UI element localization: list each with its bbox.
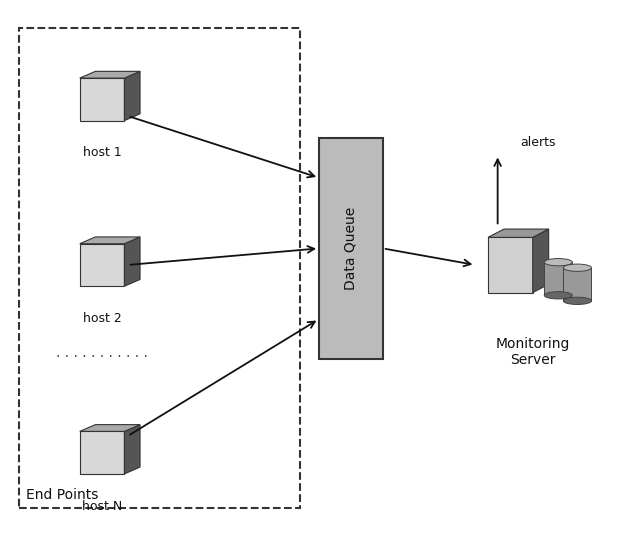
Ellipse shape: [544, 258, 572, 266]
Polygon shape: [124, 237, 140, 286]
Text: . . . . . . . . . . .: . . . . . . . . . . .: [56, 346, 148, 360]
Bar: [319, 138, 383, 359]
Polygon shape: [80, 78, 124, 121]
Ellipse shape: [563, 264, 591, 272]
Text: Monitoring
Server: Monitoring Server: [496, 337, 570, 367]
Text: host 2: host 2: [83, 312, 121, 325]
Polygon shape: [80, 244, 124, 286]
Text: host N: host N: [82, 500, 122, 513]
Polygon shape: [80, 71, 140, 78]
Text: alerts: alerts: [520, 136, 556, 149]
Text: Data Queue: Data Queue: [344, 207, 358, 290]
Polygon shape: [80, 424, 140, 432]
Ellipse shape: [544, 291, 572, 299]
Polygon shape: [544, 262, 572, 295]
Polygon shape: [124, 71, 140, 121]
Polygon shape: [80, 237, 140, 244]
Polygon shape: [124, 424, 140, 474]
Text: End Points: End Points: [26, 489, 98, 502]
Polygon shape: [80, 432, 124, 474]
Polygon shape: [488, 237, 533, 293]
Ellipse shape: [563, 297, 591, 305]
Polygon shape: [563, 268, 591, 301]
Text: host 1: host 1: [83, 146, 121, 160]
Polygon shape: [488, 229, 549, 237]
Polygon shape: [533, 229, 549, 293]
